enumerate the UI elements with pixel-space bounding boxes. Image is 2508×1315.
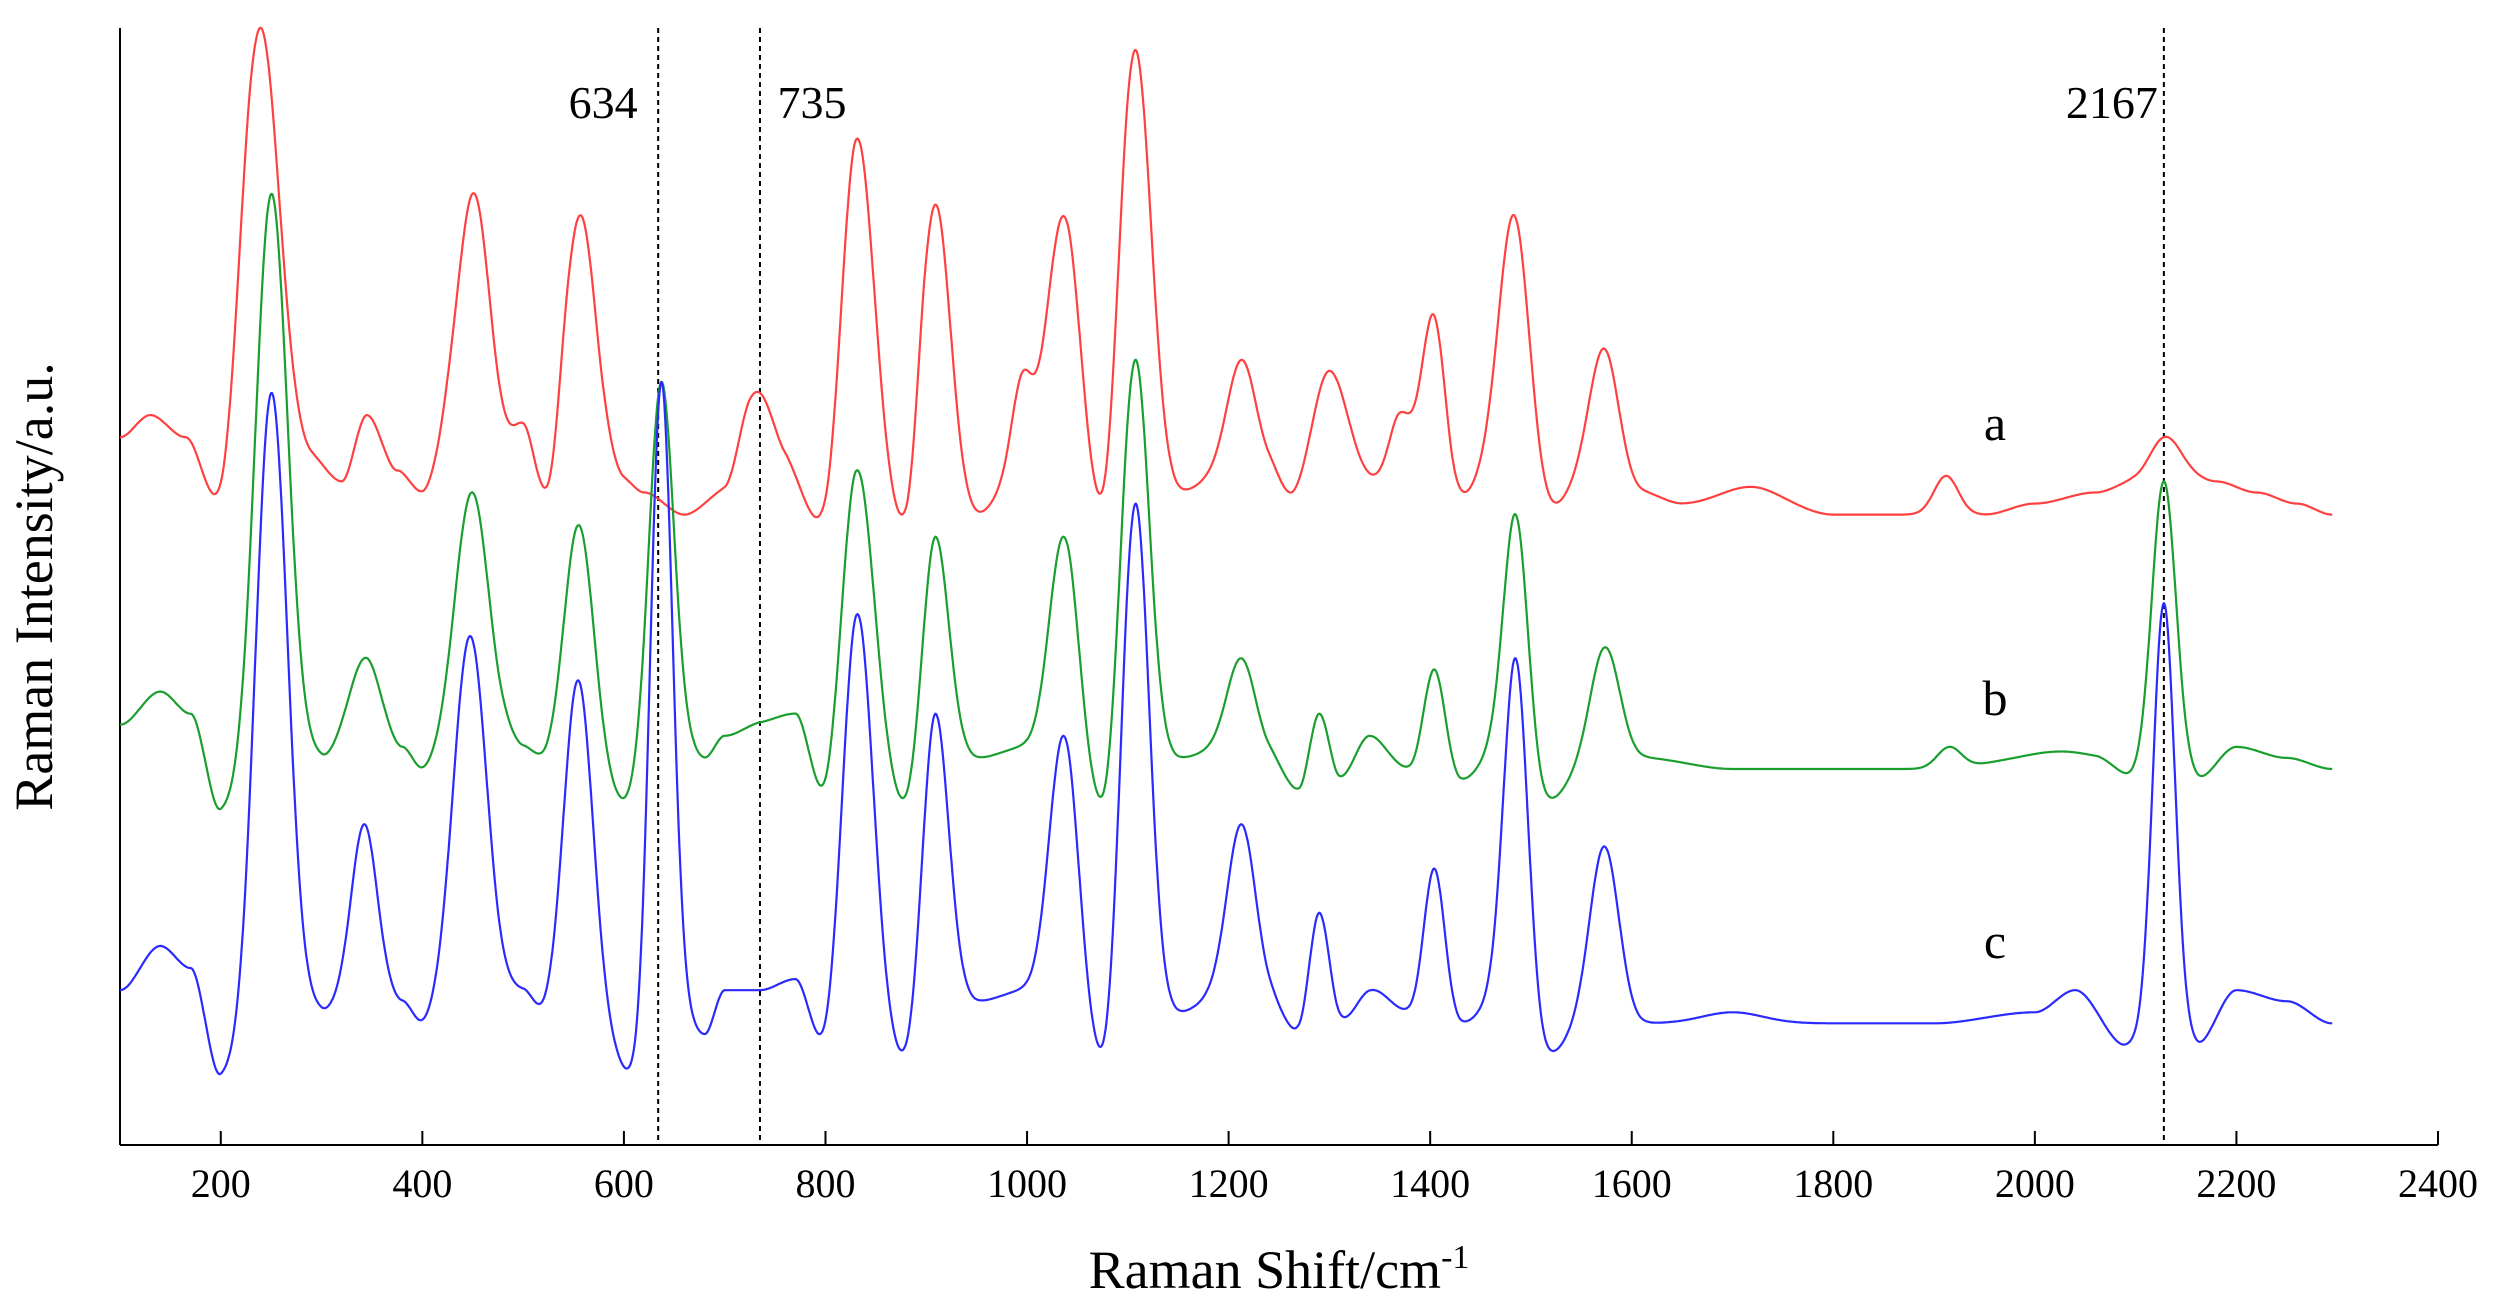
- x-tick-label-1400: 1400: [1390, 1161, 1470, 1206]
- x-tick-label-1000: 1000: [987, 1161, 1067, 1206]
- y-axis-title: Raman Intensity/a.u.: [4, 362, 64, 810]
- x-tick-label-600: 600: [594, 1161, 654, 1206]
- spectrum-line-a: [119, 26, 2333, 519]
- x-tick-label-1200: 1200: [1189, 1161, 1269, 1206]
- x-tick-label-2400: 2400: [2398, 1161, 2478, 1206]
- marker-label-2167: 2167: [2066, 77, 2158, 128]
- spectra: [119, 26, 2333, 1076]
- x-axis-title: Raman Shift/cm-1: [1089, 1239, 1470, 1300]
- x-tick-label-200: 200: [191, 1161, 251, 1206]
- series-label-b: b: [1983, 670, 2008, 726]
- axes: [119, 28, 2438, 1146]
- reference-lines: [657, 28, 2165, 1145]
- x-tick-label-2000: 2000: [1995, 1161, 2075, 1206]
- series-label-a: a: [1984, 395, 2006, 451]
- x-tick-label-800: 800: [795, 1161, 855, 1206]
- x-ticks: 200 400 600 800 1000 1200 1400 1600 1800 2000 2200…: [191, 1131, 2478, 1206]
- x-tick-label-2200: 2200: [2196, 1161, 2276, 1206]
- x-tick-label-1600: 1600: [1592, 1161, 1672, 1206]
- x-axis-title-superscript: -1: [1441, 1239, 1469, 1276]
- marker-label-634: 634: [569, 77, 638, 128]
- spectrum-line-b: [119, 192, 2333, 811]
- series-label-c: c: [1984, 913, 2006, 969]
- x-tick-label-400: 400: [392, 1161, 452, 1206]
- x-axis-title-text: Raman Shift/cm: [1089, 1240, 1441, 1300]
- marker-label-735: 735: [777, 77, 846, 128]
- x-tick-label-1800: 1800: [1793, 1161, 1873, 1206]
- spectrum-line-c: [119, 380, 2333, 1076]
